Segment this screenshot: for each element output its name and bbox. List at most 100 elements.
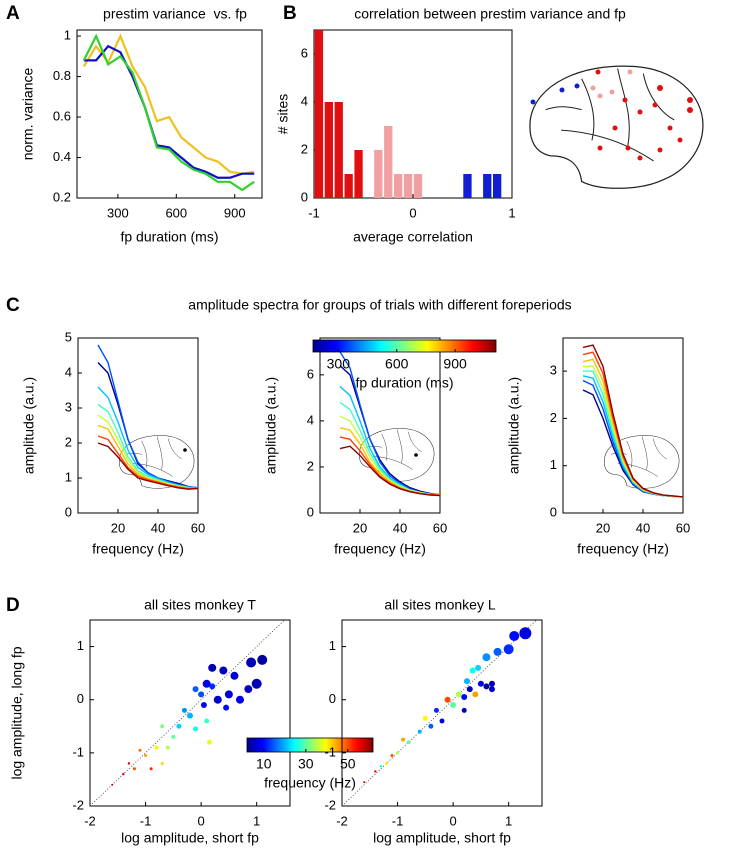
x-tick-label: 20 bbox=[353, 520, 367, 535]
line bbox=[339, 445, 441, 497]
point bbox=[433, 707, 439, 713]
y-tick-label: 1 bbox=[550, 457, 557, 472]
chart-title: prestim variance vs. fp bbox=[103, 6, 247, 22]
y-tick-label: 2 bbox=[307, 458, 314, 473]
x-tick-label: -1 bbox=[392, 813, 404, 828]
point bbox=[165, 745, 170, 750]
colorbar-tick-label: 30 bbox=[298, 756, 314, 772]
point bbox=[475, 664, 482, 671]
y-tick-label: 0.6 bbox=[53, 108, 71, 123]
bar bbox=[354, 150, 363, 198]
axes-frame bbox=[89, 619, 291, 807]
point bbox=[193, 726, 199, 732]
y-tick-label: 3 bbox=[550, 363, 557, 378]
x-tick-label: 60 bbox=[676, 520, 690, 535]
point bbox=[219, 666, 228, 675]
point bbox=[472, 691, 479, 698]
chart-title: all sites monkey L bbox=[384, 597, 495, 613]
y-axis-label: amplitude (a.u.) bbox=[21, 377, 37, 474]
colorbar-label: fp duration (ms) bbox=[355, 375, 453, 391]
point bbox=[469, 667, 476, 674]
x-tick-label: 60 bbox=[191, 520, 205, 535]
point bbox=[246, 657, 257, 668]
x-tick-label: 0 bbox=[409, 205, 416, 220]
point bbox=[257, 654, 268, 665]
colorbar-tick-label: 50 bbox=[340, 756, 356, 772]
line bbox=[97, 442, 199, 490]
y-tick-label: 0 bbox=[301, 189, 308, 204]
y-tick-label: 5 bbox=[65, 329, 72, 344]
point bbox=[236, 695, 244, 704]
x-tick-label: 1 bbox=[508, 205, 515, 220]
x-tick-label: 40 bbox=[393, 520, 407, 535]
point bbox=[464, 678, 470, 685]
point bbox=[461, 707, 467, 713]
y-tick-label: -2 bbox=[72, 797, 84, 812]
identity-line bbox=[89, 619, 285, 807]
point bbox=[154, 745, 159, 750]
axes-frame bbox=[562, 337, 684, 514]
point bbox=[251, 678, 262, 689]
y-tick-label: 4 bbox=[65, 364, 72, 379]
bar bbox=[403, 174, 413, 198]
y-tick-label: 2 bbox=[301, 141, 308, 156]
point bbox=[417, 729, 422, 734]
point bbox=[138, 748, 142, 752]
point bbox=[450, 702, 457, 709]
point bbox=[208, 663, 217, 672]
x-axis-label: fp duration (ms) bbox=[120, 229, 218, 245]
bar bbox=[374, 150, 383, 198]
bar bbox=[413, 174, 423, 198]
bar bbox=[334, 102, 343, 198]
point bbox=[122, 772, 125, 776]
bar bbox=[384, 126, 393, 198]
point bbox=[181, 707, 187, 713]
line bbox=[582, 344, 684, 498]
y-tick-label: 0.2 bbox=[53, 189, 71, 204]
y-tick-label: 0.4 bbox=[53, 149, 71, 164]
point bbox=[422, 715, 428, 721]
point bbox=[384, 761, 388, 765]
brain-inset bbox=[119, 435, 195, 489]
point bbox=[244, 685, 253, 694]
x-tick-label: -1 bbox=[140, 813, 152, 828]
point bbox=[230, 671, 239, 680]
bar bbox=[344, 174, 353, 198]
point bbox=[493, 647, 502, 656]
x-axis-label: frequency (Hz) bbox=[92, 541, 184, 557]
y-tick-label: 0 bbox=[65, 504, 72, 519]
bar bbox=[394, 174, 403, 198]
bar bbox=[314, 30, 324, 198]
axes-frame bbox=[77, 337, 199, 514]
point bbox=[379, 764, 383, 768]
y-axis-label: # sites bbox=[275, 94, 291, 134]
bar bbox=[493, 174, 502, 198]
brain-inset bbox=[359, 428, 435, 482]
point bbox=[206, 739, 212, 745]
point bbox=[503, 644, 514, 655]
colorbar-tick-label: 10 bbox=[256, 756, 272, 772]
x-axis-label: frequency (Hz) bbox=[577, 541, 669, 557]
point bbox=[127, 762, 131, 765]
x-tick-label: 600 bbox=[165, 205, 187, 220]
axes-frame bbox=[319, 337, 441, 514]
x-tick-label: 0 bbox=[449, 813, 456, 828]
y-axis-label: amplitude (a.u.) bbox=[263, 377, 279, 474]
point bbox=[200, 702, 207, 709]
point bbox=[455, 691, 462, 698]
axes-frame bbox=[76, 29, 263, 199]
axes-frame bbox=[341, 619, 543, 807]
line bbox=[83, 44, 255, 179]
y-tick-label: 1 bbox=[77, 638, 84, 653]
section-title: amplitude spectra for groups of trials w… bbox=[188, 297, 571, 313]
colorbar bbox=[312, 339, 497, 353]
point bbox=[396, 751, 400, 755]
x-tick-label: -1 bbox=[308, 205, 320, 220]
y-tick-label: 4 bbox=[301, 93, 308, 108]
x-tick-label: 300 bbox=[107, 205, 129, 220]
line bbox=[82, 33, 255, 192]
point bbox=[160, 761, 164, 765]
y-tick-label: 0 bbox=[77, 691, 84, 706]
x-tick-label: 1 bbox=[505, 813, 512, 828]
y-tick-label: 4 bbox=[307, 412, 314, 427]
